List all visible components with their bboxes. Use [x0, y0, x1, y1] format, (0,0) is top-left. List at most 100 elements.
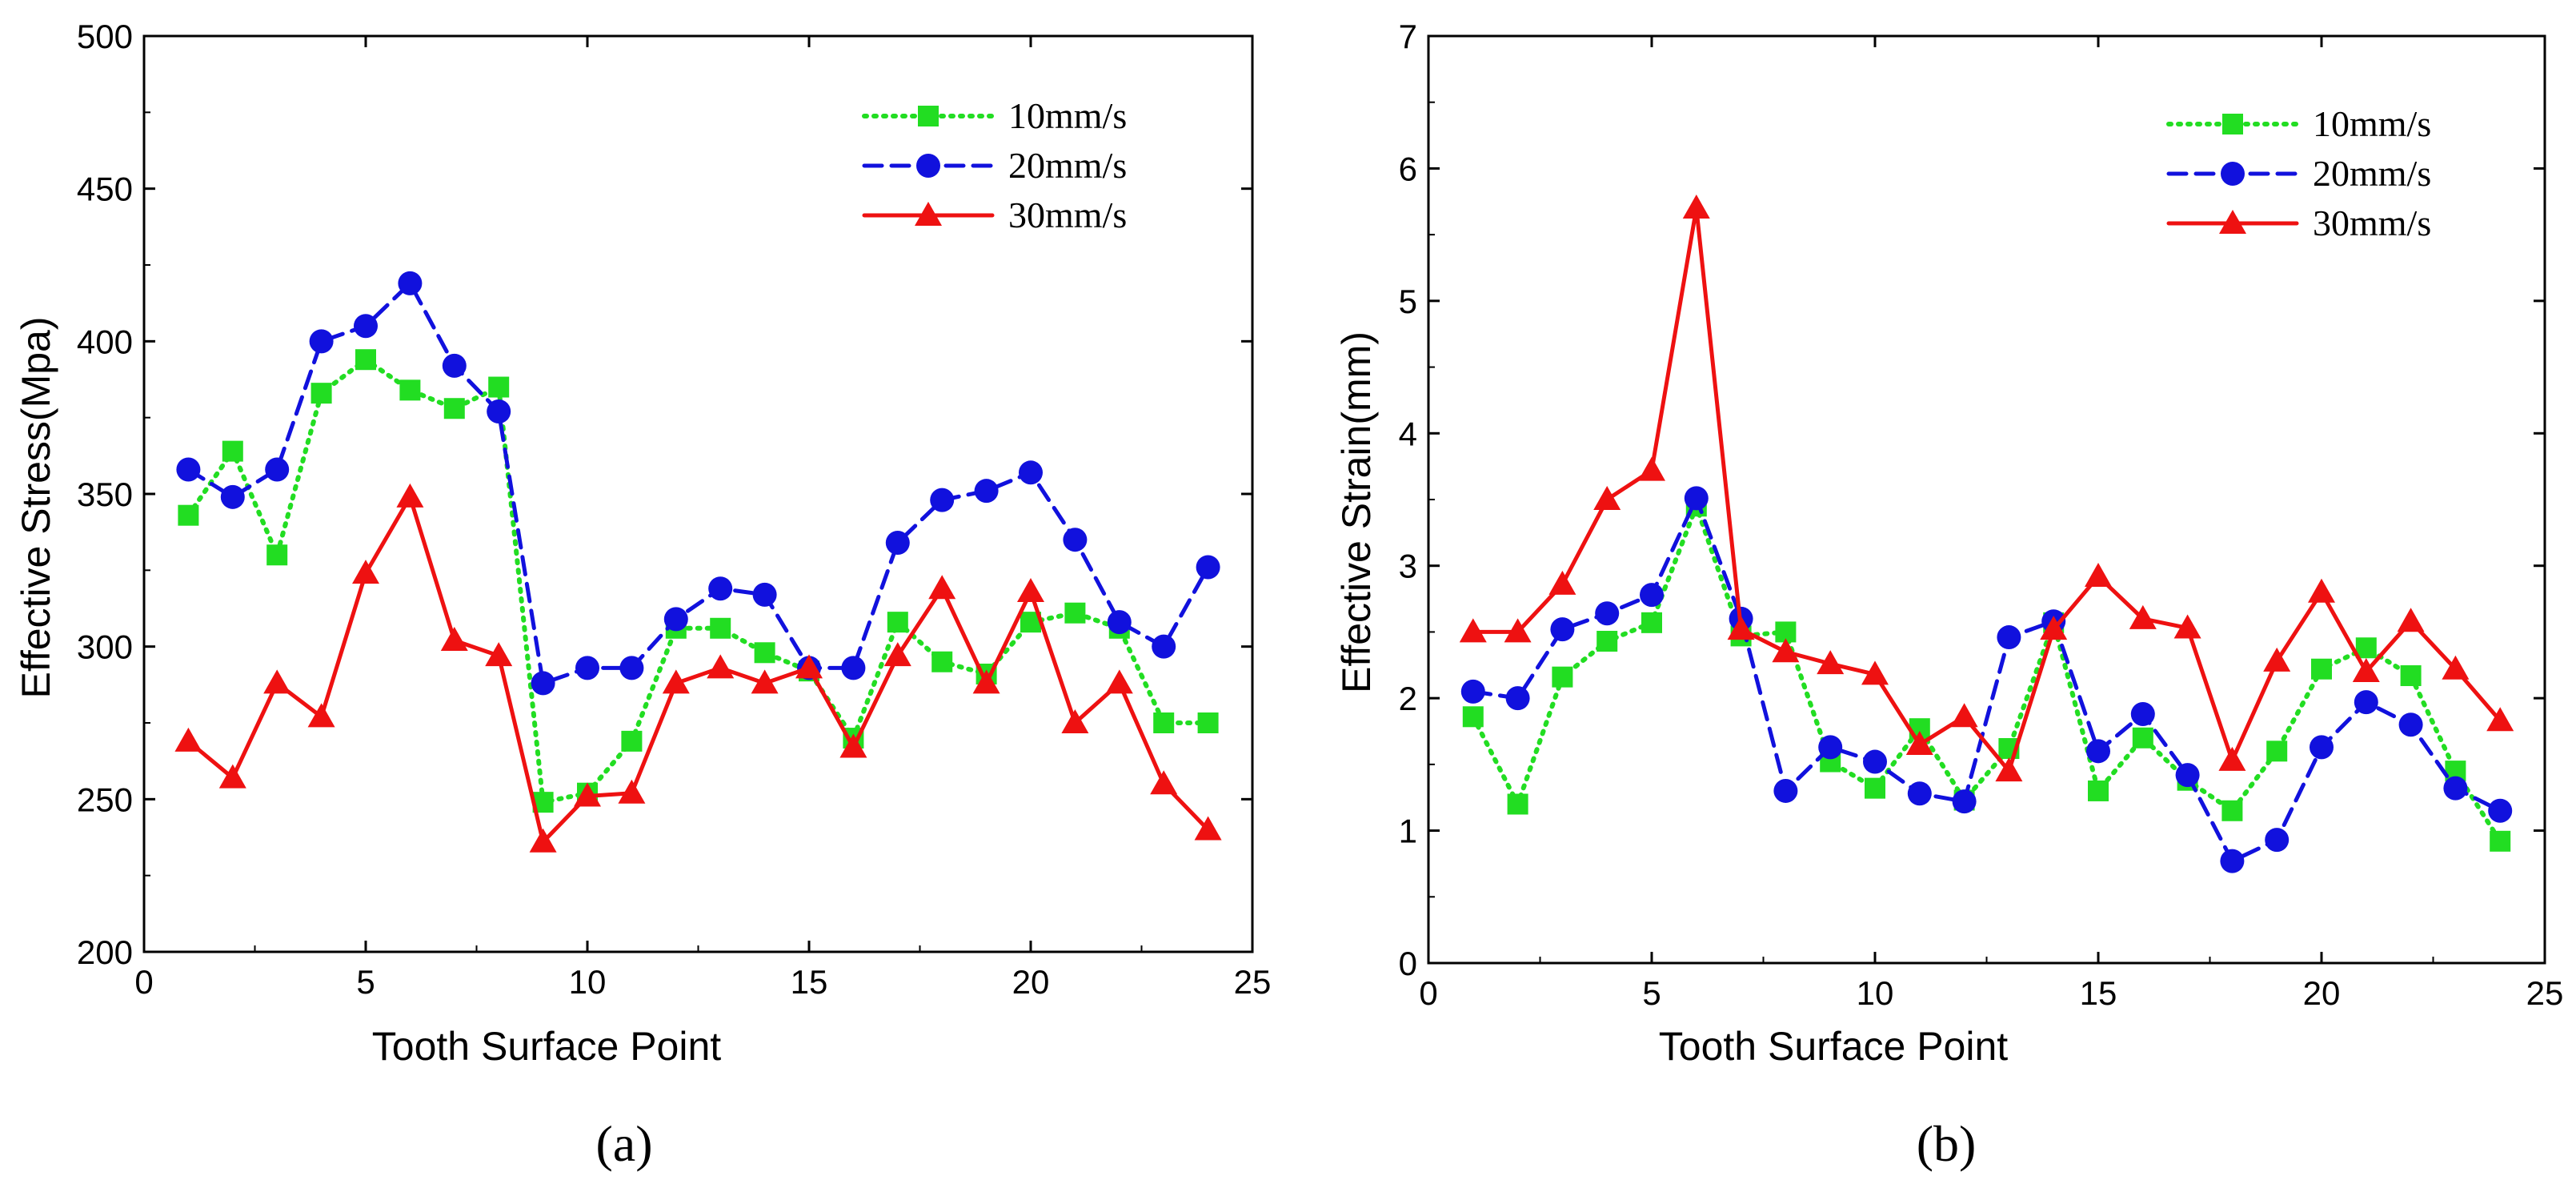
y-axis-label-a: Effective Stress(Mpa) — [14, 316, 58, 698]
data-point-10mm/s — [399, 379, 421, 401]
x-tick-label: 15 — [2080, 974, 2117, 1012]
data-point-20mm/s — [1196, 555, 1220, 580]
plot-area-b: 0 5 10 15 20 25 0 1 2 3 4 5 6 7 10mm/s 20mm/s 30mm/s — [1399, 18, 2564, 1012]
y-tick-label: 450 — [77, 171, 133, 208]
data-point-20mm/s — [1684, 486, 1709, 511]
y-tick-label: 250 — [77, 781, 133, 818]
data-point-10mm/s — [1197, 712, 1219, 733]
chart-panel-a: 0 5 10 15 20 25 200 250 300 350 400 450 500 10mm/s 20m… — [14, 18, 1271, 1172]
data-point-20mm/s — [2175, 763, 2200, 788]
data-point-10mm/s — [443, 398, 465, 419]
series-line-20mm/s — [1471, 496, 2502, 864]
y-tick-label: 300 — [77, 628, 133, 666]
data-point-10mm/s — [1153, 712, 1175, 733]
data-point-30mm/s — [2129, 604, 2157, 629]
data-point-10mm/s — [2088, 780, 2109, 801]
y-axis-label-b: Effective Strain(mm) — [1334, 331, 1379, 693]
data-point-20mm/s — [1107, 610, 1132, 635]
data-point-30mm/s — [618, 779, 646, 804]
series-line-30mm/s — [186, 495, 1211, 845]
data-point-10mm/s — [1641, 612, 1662, 633]
data-point-20mm/s — [575, 656, 599, 680]
data-point-30mm/s — [218, 764, 246, 789]
data-point-20mm/s — [2086, 739, 2110, 764]
data-point-30mm/s — [2218, 746, 2246, 771]
data-point-10mm/s — [931, 651, 953, 672]
series-10mm/s — [1462, 496, 2511, 852]
x-tick-label: 0 — [134, 963, 153, 1001]
data-point-30mm/s — [1950, 703, 1978, 728]
data-point-30mm/s — [574, 782, 601, 807]
data-point-30mm/s — [1150, 770, 1178, 795]
data-point-20mm/s — [1063, 528, 1088, 552]
data-point-20mm/s — [930, 488, 955, 512]
data-point-20mm/s — [354, 314, 378, 339]
plot-area-a: 0 5 10 15 20 25 200 250 300 350 400 450 500 10mm/s 20m… — [77, 18, 1271, 1001]
panel-label-a: (a) — [595, 1115, 652, 1172]
x-tick-label: 5 — [356, 963, 375, 1001]
data-point-20mm/s — [1640, 583, 1664, 608]
data-point-30mm/s — [1861, 660, 1889, 685]
data-point-30mm/s — [529, 828, 557, 853]
data-point-10mm/s — [266, 544, 288, 566]
data-point-20mm/s — [1907, 781, 1932, 806]
y-tick-label: 6 — [1399, 150, 1417, 187]
data-point-30mm/s — [396, 483, 424, 508]
data-point-10mm/s — [310, 383, 332, 404]
data-point-30mm/s — [2352, 658, 2380, 683]
series-30mm/s — [174, 483, 1222, 853]
data-point-30mm/s — [928, 575, 956, 600]
data-point-10mm/s — [178, 504, 199, 526]
series-line-10mm/s — [1470, 504, 2503, 844]
data-point-30mm/s — [263, 669, 291, 694]
data-point-30mm/s — [1727, 616, 1755, 640]
data-point-10mm/s — [2132, 727, 2153, 749]
y-tick-label: 350 — [77, 476, 133, 513]
data-point-10mm/s — [1507, 793, 1528, 815]
data-point-20mm/s — [1863, 749, 1887, 774]
data-point-30mm/s — [2308, 578, 2335, 603]
legend-label-10mm/s: 10mm/s — [1008, 95, 1127, 136]
data-point-30mm/s — [795, 654, 823, 679]
data-point-30mm/s — [883, 642, 911, 667]
data-point-30mm/s — [1772, 638, 1800, 663]
data-point-20mm/s — [1550, 617, 1575, 642]
x-axis-label-b: Tooth Surface Point — [1659, 1024, 2008, 1069]
data-point-30mm/s — [1061, 709, 1089, 733]
series-10mm/s — [178, 349, 1219, 813]
x-axis-label-a: Tooth Surface Point — [372, 1024, 721, 1069]
data-point-20mm/s — [2130, 701, 2155, 726]
series-line-20mm/s — [186, 281, 1211, 685]
data-point-10mm/s — [2311, 658, 2332, 680]
data-point-10mm/s — [710, 617, 731, 639]
data-point-20mm/s — [1997, 625, 2021, 650]
data-point-30mm/s — [1105, 669, 1133, 694]
data-point-20mm/s — [1019, 460, 1043, 485]
data-point-30mm/s — [1638, 456, 1665, 481]
data-point-10mm/s — [2266, 741, 2288, 762]
data-point-20mm/s — [885, 531, 910, 556]
data-point-30mm/s — [440, 627, 468, 652]
data-point-30mm/s — [1817, 650, 1845, 675]
data-point-30mm/s — [1548, 570, 1576, 595]
data-point-20mm/s — [1505, 686, 1530, 711]
data-point-20mm/s — [1773, 778, 1798, 803]
data-point-20mm/s — [2488, 798, 2513, 823]
data-point-20mm/s — [1818, 735, 1843, 760]
data-point-20mm/s — [841, 656, 866, 680]
data-point-10mm/s — [222, 440, 243, 462]
series-20mm/s — [176, 271, 1220, 696]
data-point-30mm/s — [1682, 195, 1710, 219]
x-tick-label: 20 — [2303, 974, 2341, 1012]
data-point-30mm/s — [662, 669, 690, 694]
data-point-10mm/s — [2400, 665, 2422, 687]
data-point-20mm/s — [531, 671, 555, 696]
data-point-10mm/s — [2355, 637, 2377, 659]
data-point-20mm/s — [487, 399, 511, 424]
y-tick-label: 4 — [1399, 415, 1417, 452]
y-tick-label: 2 — [1399, 680, 1417, 717]
legend-label-20mm/s: 20mm/s — [1008, 145, 1127, 186]
legend-label-20mm/s: 20mm/s — [2313, 153, 2431, 194]
data-point-20mm/s — [663, 607, 688, 632]
data-point-10mm/s — [1596, 631, 1618, 652]
